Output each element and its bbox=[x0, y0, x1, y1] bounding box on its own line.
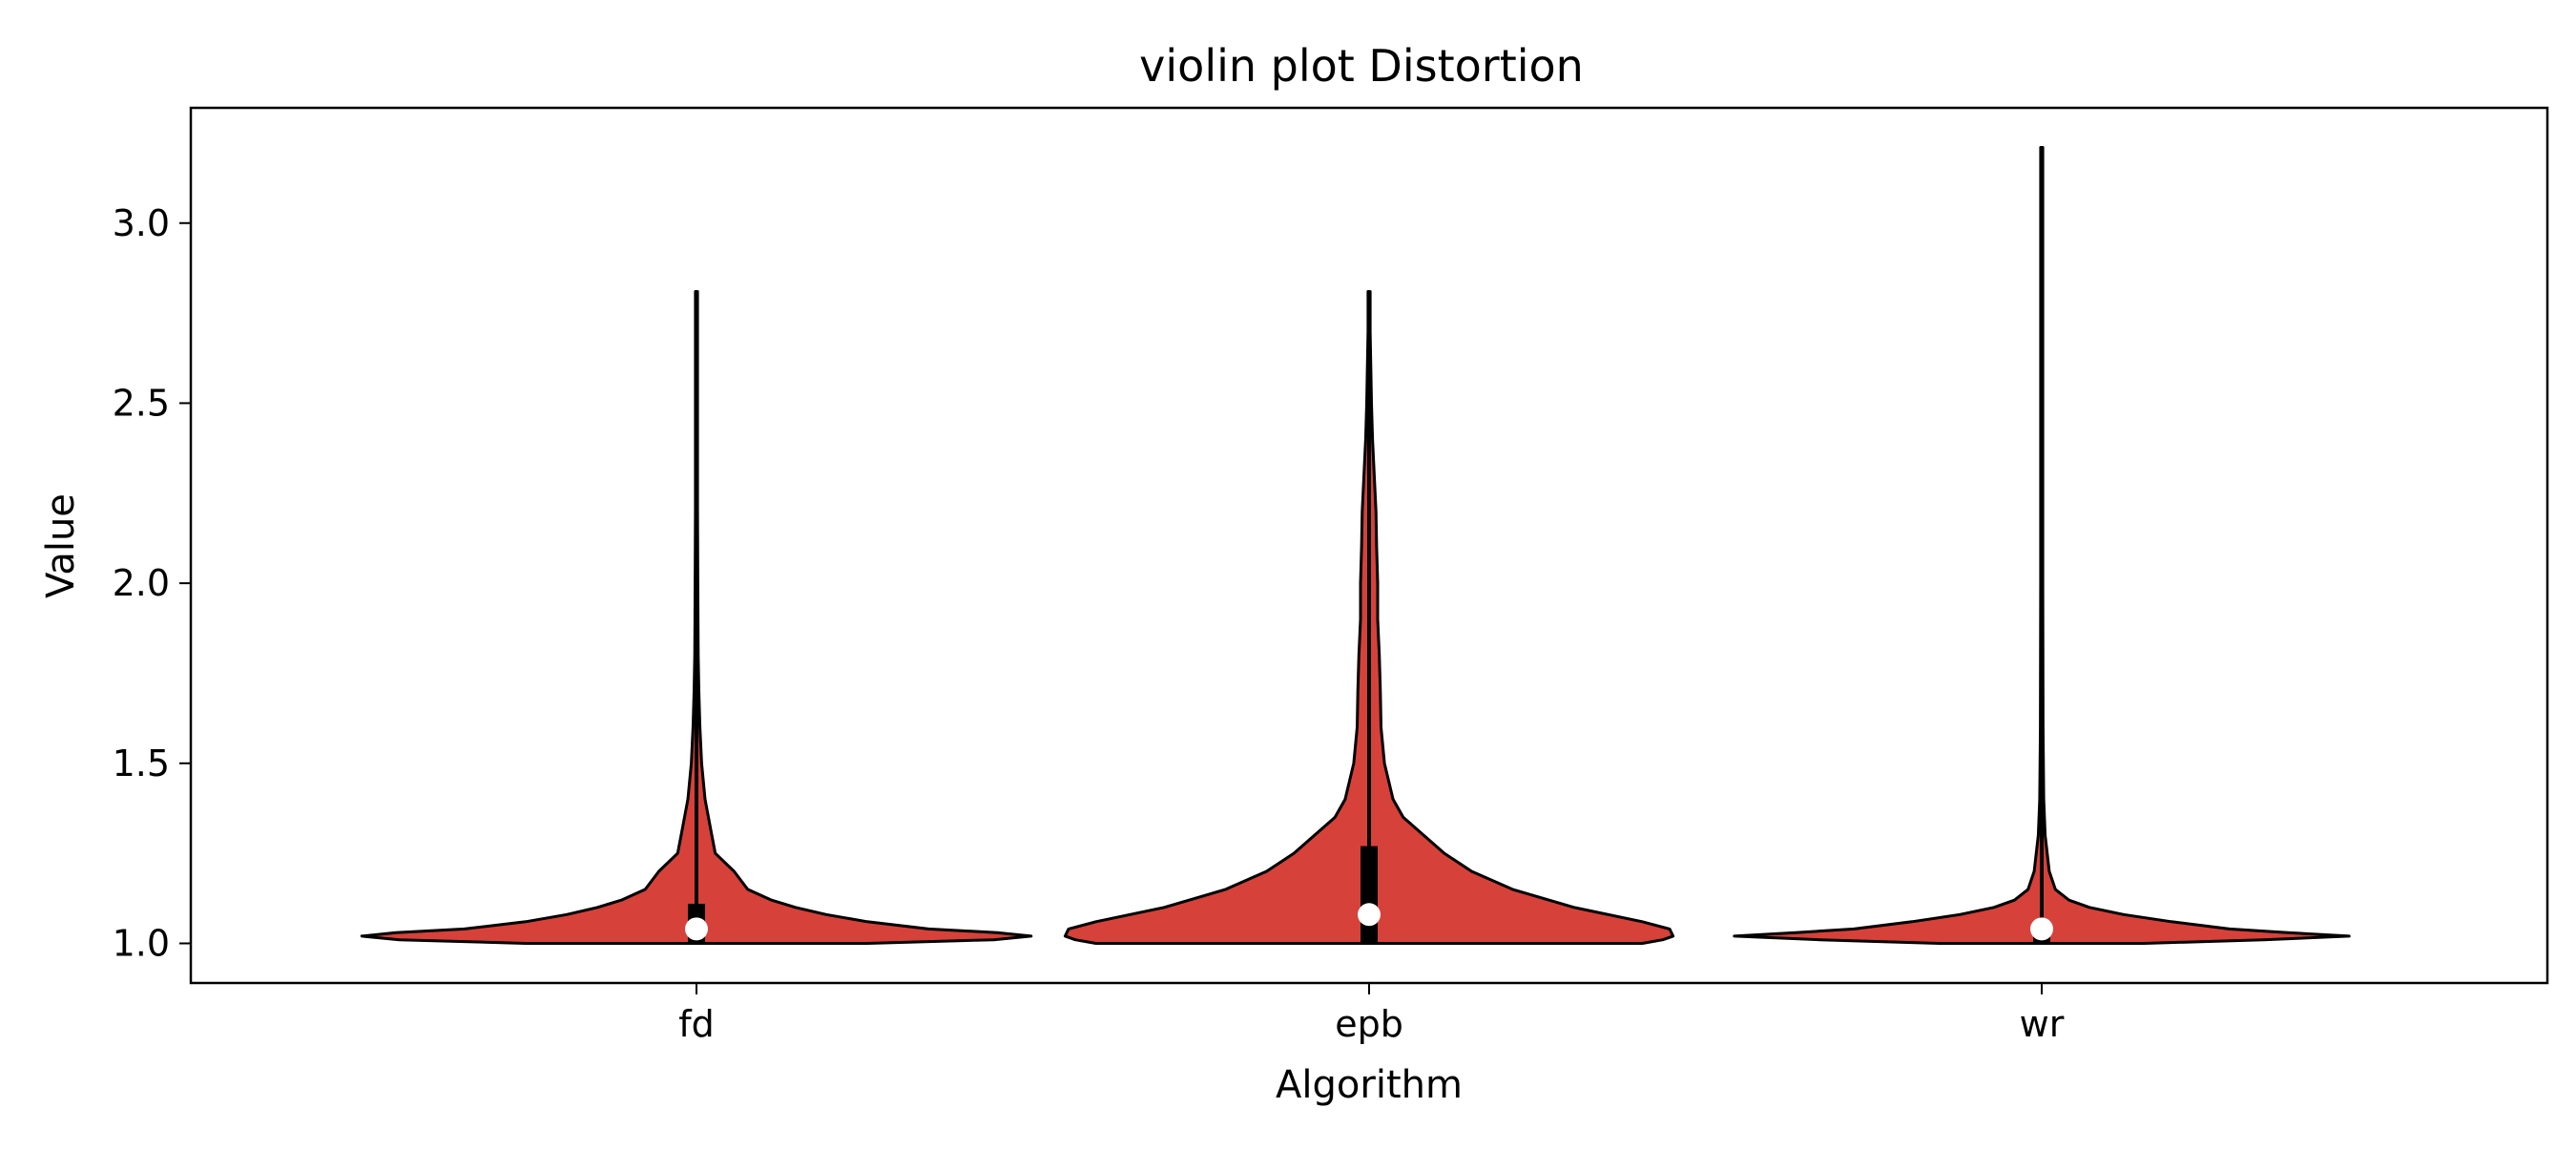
y-tick-label: 1.5 bbox=[113, 742, 170, 784]
chart-title: violin plot Distortion bbox=[1139, 40, 1584, 92]
x-tick-label-wr: wr bbox=[2020, 1003, 2065, 1045]
violin-iqr-epb bbox=[1361, 846, 1378, 944]
violin-median-wr bbox=[2030, 917, 2053, 941]
violins-layer bbox=[360, 146, 2351, 945]
y-axis-label: Value bbox=[39, 493, 83, 598]
violin-median-epb bbox=[1358, 903, 1381, 927]
y-tick-label: 3.0 bbox=[113, 202, 170, 244]
y-tick-label: 2.0 bbox=[113, 562, 170, 604]
x-tick-label-fd: fd bbox=[678, 1003, 715, 1045]
violin-epb bbox=[1063, 290, 1675, 945]
y-tick-label: 1.0 bbox=[113, 922, 170, 964]
x-axis-label: Algorithm bbox=[1276, 1063, 1463, 1107]
violin-fd bbox=[360, 290, 1033, 945]
x-tick-label-epb: epb bbox=[1335, 1003, 1403, 1045]
y-axis: 1.0 1.5 2.0 2.5 3.0 bbox=[113, 202, 191, 964]
y-tick-label: 2.5 bbox=[113, 382, 170, 424]
violin-median-fd bbox=[685, 917, 708, 941]
violin-wr bbox=[1733, 146, 2351, 945]
x-axis: fd epb wr bbox=[678, 983, 2065, 1045]
